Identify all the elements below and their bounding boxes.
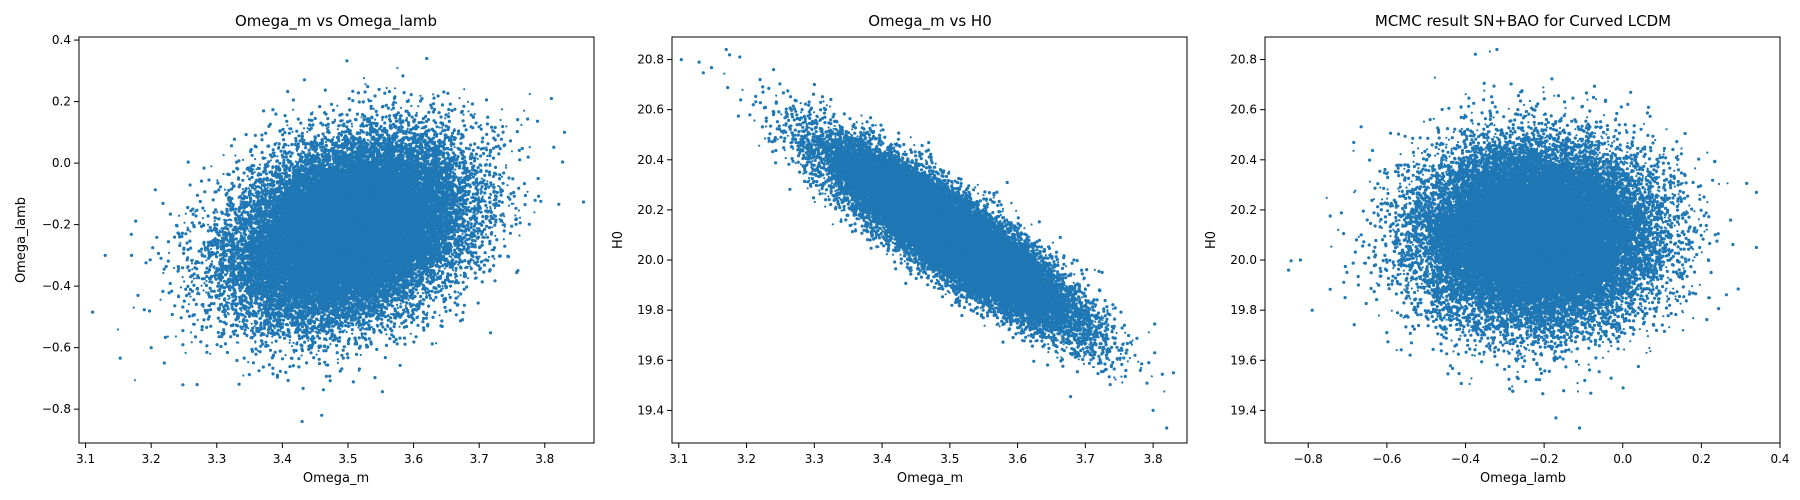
scatter-point (524, 203, 527, 206)
scatter-point (446, 92, 449, 95)
scatter-point (292, 98, 295, 101)
scatter-point (284, 354, 286, 356)
scatter-point (173, 304, 176, 307)
scatter-point (494, 235, 496, 237)
scatter-point (186, 228, 189, 231)
scatter-point (447, 108, 450, 111)
scatter-point (486, 116, 489, 119)
scatter-point (434, 296, 437, 299)
scatter-point (449, 103, 452, 106)
scatter-point (304, 146, 307, 149)
scatter-point (485, 225, 488, 228)
scatter-point (425, 317, 428, 320)
scatter-point (209, 308, 212, 311)
scatter-point (441, 103, 444, 106)
scatter-point (351, 328, 354, 331)
scatter-point (347, 342, 350, 345)
scatter-point (385, 333, 387, 335)
scatter-point (186, 206, 189, 209)
scatter-point (200, 328, 203, 331)
scatter-point (297, 365, 300, 368)
scatter-point (400, 107, 402, 109)
scatter-point (481, 177, 483, 179)
scatter-point (188, 269, 191, 272)
scatter-point (520, 124, 522, 126)
scatter-point (303, 341, 306, 344)
scatter-point (483, 264, 486, 267)
scatter-point (251, 323, 253, 325)
scatter-point (228, 302, 230, 304)
scatter-point (207, 214, 210, 217)
scatter-point (387, 319, 390, 322)
scatter-point (427, 111, 430, 114)
scatter-point (444, 267, 446, 269)
scatter-point (338, 330, 341, 333)
scatter-point (388, 90, 391, 93)
scatter-point (394, 87, 396, 89)
scatter-point (181, 343, 184, 346)
scatter-point (410, 321, 413, 324)
scatter-point (502, 171, 505, 174)
scatter-point (463, 124, 466, 127)
scatter-point (217, 282, 220, 285)
scatter-point (457, 129, 460, 132)
scatter-point (312, 356, 315, 359)
scatter-point (405, 119, 408, 122)
scatter-point (481, 244, 484, 247)
scatter-point (399, 326, 401, 328)
scatter-point (485, 98, 488, 101)
chart-title: Omega_m vs Omega_lamb (235, 12, 437, 31)
scatter-point (193, 277, 195, 279)
scatter-point (303, 127, 305, 129)
scatter-point (505, 164, 507, 166)
scatter-point (509, 139, 512, 142)
scatter-point (173, 236, 176, 239)
scatter-point (297, 118, 300, 121)
scatter-point (279, 370, 282, 373)
scatter-point (283, 337, 286, 340)
scatter-point (210, 248, 212, 250)
scatter-point (168, 252, 170, 254)
scatter-point (233, 138, 236, 141)
scatter-point (217, 331, 220, 334)
scatter-point (190, 259, 193, 262)
